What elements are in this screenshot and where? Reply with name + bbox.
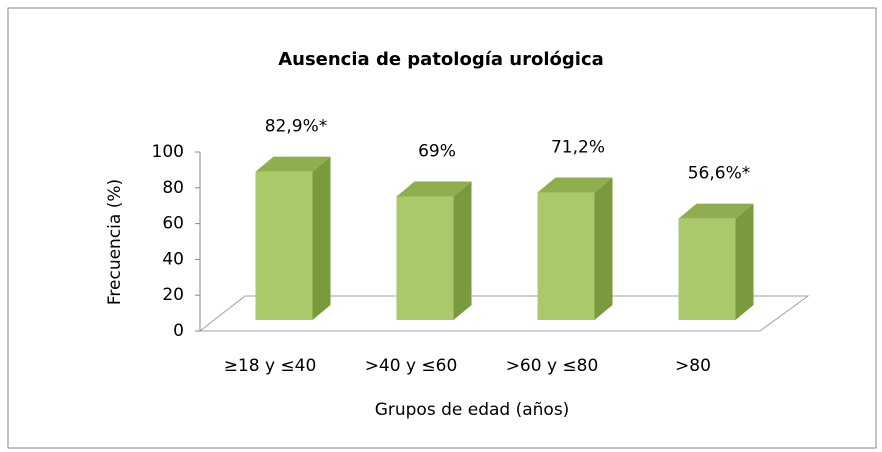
y-tick-label: 40 [162,249,184,269]
bar-side [594,177,613,320]
chart-title: Ausencia de patología urológica [278,49,604,70]
bar-top [396,181,472,197]
floor [198,295,810,332]
bar-side [735,203,754,320]
data-label: 71,2% [551,138,605,158]
y-tick-label: 100 [152,142,184,162]
y-tick-label: 0 [173,321,184,341]
bar [537,192,595,320]
y-tick-label: 60 [162,214,184,234]
x-axis-label: Grupos de edad (años) [375,400,570,420]
y-tick-label: 80 [162,178,184,198]
x-tick-label: ≥18 y ≤40 [224,356,317,376]
bar-top [255,156,331,172]
x-tick-label: >60 y ≤80 [506,356,599,376]
bar [396,196,454,320]
x-tick-label: >40 y ≤60 [365,356,458,376]
data-label: 56,6%* [688,164,751,184]
bar-side [453,181,472,320]
data-label: 69% [418,141,456,161]
bar-top [537,177,613,193]
bar [678,218,736,320]
y-axis-label: Frecuencia (%) [105,179,125,305]
y-tick-label: 20 [162,285,184,305]
bar-top [678,203,754,219]
x-tick-label: >80 [675,356,711,376]
bar-side [312,156,331,320]
data-label: 82,9%* [265,117,328,137]
bar [255,171,313,320]
